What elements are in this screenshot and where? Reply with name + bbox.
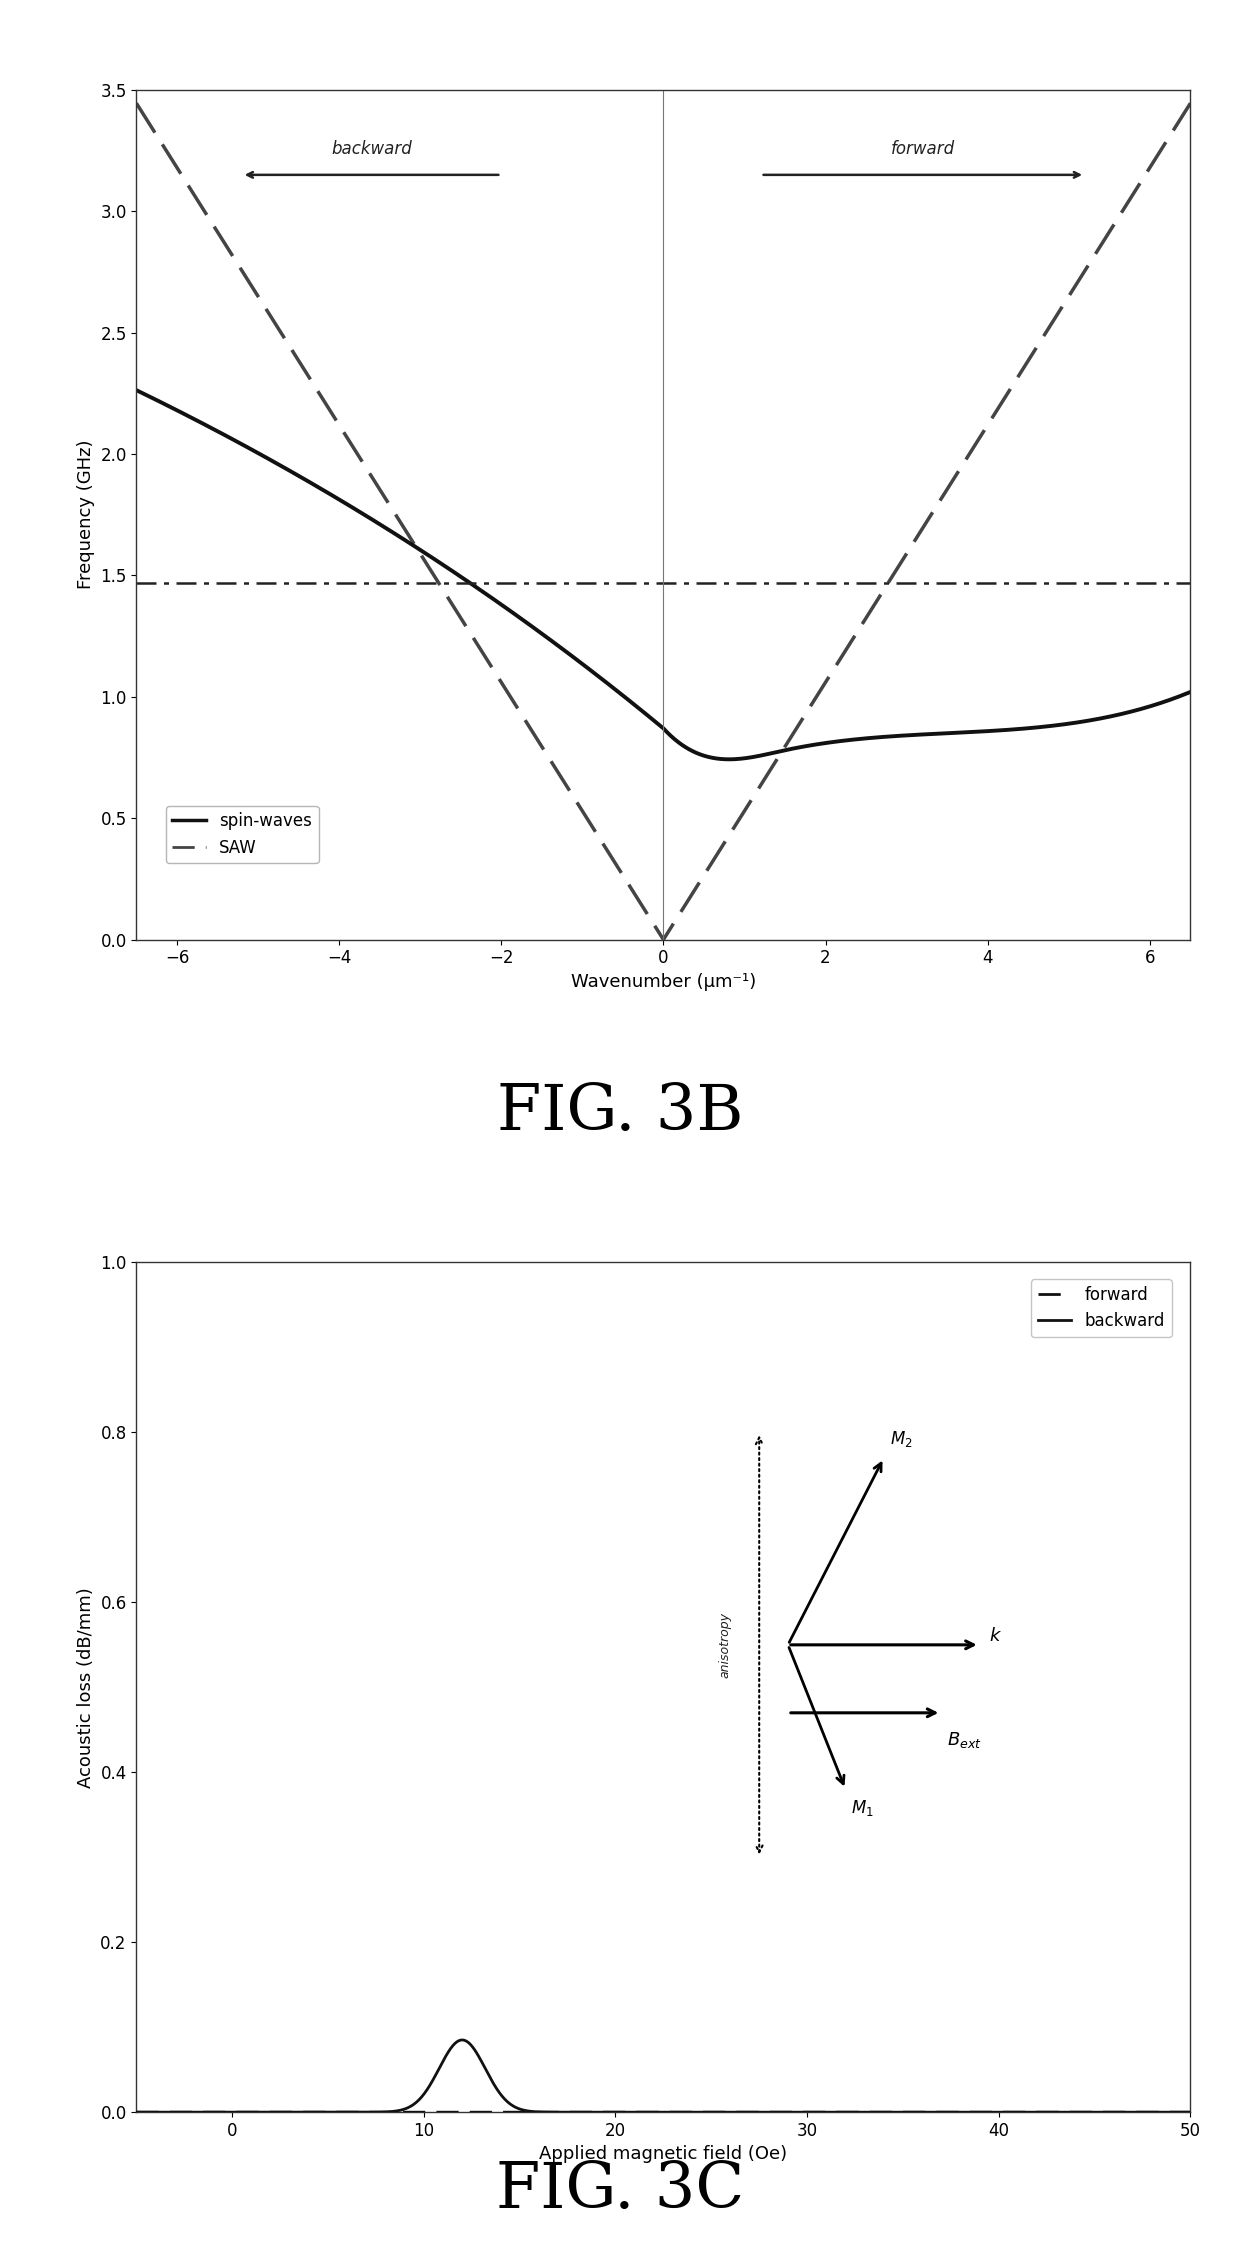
backward bbox=[642, 2099, 657, 2126]
Text: anisotropy: anisotropy bbox=[718, 1611, 732, 1679]
Text: FIG. 3C: FIG. 3C bbox=[496, 2159, 744, 2222]
Text: $B_{ext}$: $B_{ext}$ bbox=[947, 1730, 982, 1750]
X-axis label: Wavenumber (μm⁻¹): Wavenumber (μm⁻¹) bbox=[570, 973, 756, 991]
backward bbox=[960, 2099, 975, 2126]
forward bbox=[641, 2099, 656, 2126]
backward bbox=[1153, 2099, 1168, 2126]
forward bbox=[182, 2099, 197, 2126]
Legend: spin-waves, SAW: spin-waves, SAW bbox=[166, 807, 319, 863]
Y-axis label: Frequency (GHz): Frequency (GHz) bbox=[77, 440, 94, 589]
backward bbox=[1152, 2099, 1167, 2126]
Text: forward: forward bbox=[890, 139, 955, 157]
backward bbox=[1183, 2099, 1198, 2126]
forward bbox=[129, 2099, 144, 2126]
forward bbox=[1183, 2099, 1198, 2126]
Text: $k$: $k$ bbox=[990, 1627, 1002, 1645]
backward bbox=[614, 2099, 629, 2126]
forward bbox=[1152, 2099, 1167, 2126]
Y-axis label: Acoustic loss (dB/mm): Acoustic loss (dB/mm) bbox=[77, 1586, 94, 1789]
backward bbox=[129, 2099, 144, 2126]
forward bbox=[1152, 2099, 1167, 2126]
Text: $M_2$: $M_2$ bbox=[889, 1429, 913, 1449]
forward bbox=[959, 2099, 973, 2126]
Text: backward: backward bbox=[331, 139, 412, 157]
backward bbox=[455, 2027, 470, 2054]
Legend: forward, backward: forward, backward bbox=[1032, 1279, 1172, 1337]
backward bbox=[182, 2099, 197, 2126]
forward bbox=[614, 2099, 629, 2126]
Line: backward: backward bbox=[136, 2040, 1190, 2112]
X-axis label: Applied magnetic field (Oe): Applied magnetic field (Oe) bbox=[539, 2146, 787, 2164]
Text: $M_1$: $M_1$ bbox=[851, 1798, 874, 1818]
Text: FIG. 3B: FIG. 3B bbox=[497, 1081, 743, 1144]
